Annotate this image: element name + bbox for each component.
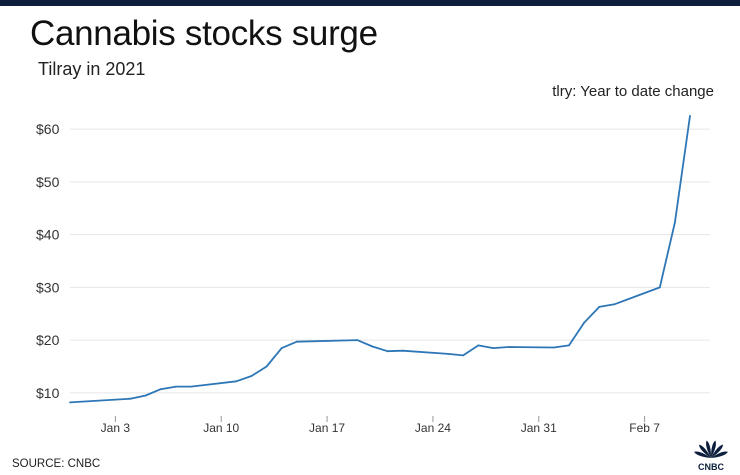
x-tick-label: Feb 7: [629, 421, 660, 435]
data-point: [447, 353, 449, 355]
data-point: [568, 344, 570, 347]
data-point: [674, 221, 676, 224]
data-point: [583, 321, 585, 324]
y-tick-label: $60: [36, 121, 60, 137]
data-point: [477, 344, 480, 347]
data-point: [598, 306, 601, 308]
data-point: [462, 354, 465, 357]
legend-label: tlry: Year to date change: [552, 83, 714, 100]
logo-wordmark: CNBC: [698, 462, 724, 472]
y-tick-label: $40: [36, 227, 60, 243]
chart-title: Cannabis stocks surge: [30, 14, 378, 53]
x-tick-label: Jan 24: [415, 421, 451, 435]
logo-feather: [711, 451, 728, 458]
x-tick-label: Jan 3: [101, 421, 131, 435]
data-point: [235, 380, 238, 383]
data-point: [129, 397, 132, 400]
data-point: [280, 347, 283, 349]
data-point: [250, 375, 253, 377]
data-point: [159, 388, 162, 391]
series-layer: [69, 115, 691, 404]
x-tick-label: Jan 17: [309, 421, 345, 435]
logo-feather: [711, 444, 724, 458]
logo-feather: [706, 440, 712, 458]
data-point: [658, 286, 661, 289]
data-point: [356, 339, 359, 341]
series-line-tlry: [69, 115, 691, 404]
logo-feather: [698, 444, 711, 458]
y-axis-ticks: $10 $20 $30 $40 $50 $60: [36, 121, 60, 401]
data-point: [190, 385, 192, 388]
y-tick-label: $50: [36, 174, 60, 190]
data-point: [175, 385, 177, 388]
y-tick-label: $30: [36, 279, 60, 295]
data-point: [507, 346, 510, 348]
x-tick-label: Jan 31: [521, 421, 557, 435]
data-point: [371, 345, 374, 348]
data-point: [69, 401, 71, 404]
data-point: [401, 349, 404, 352]
data-point: [386, 350, 389, 353]
data-point: [553, 346, 555, 349]
data-point: [144, 394, 147, 397]
source-note: SOURCE: CNBC: [12, 458, 101, 470]
data-point: [295, 340, 298, 343]
logo-feather: [694, 451, 711, 458]
x-axis-ticks: Jan 3 Jan 10 Jan 17 Jan 24 Jan 31 Feb 7: [101, 416, 660, 435]
data-point: [613, 303, 616, 306]
data-point: [689, 115, 691, 117]
y-tick-label: $20: [36, 332, 60, 348]
x-tick-label: Jan 10: [203, 421, 239, 435]
data-point: [492, 347, 495, 349]
cnbc-peacock-logo: CNBC: [694, 440, 728, 472]
grid-lines: [70, 128, 710, 394]
top-accent-bar: [0, 0, 740, 6]
y-tick-label: $10: [36, 385, 60, 401]
chart-subtitle: Tilray in 2021: [38, 59, 146, 79]
logo-feather: [710, 440, 716, 458]
data-point: [265, 365, 268, 368]
